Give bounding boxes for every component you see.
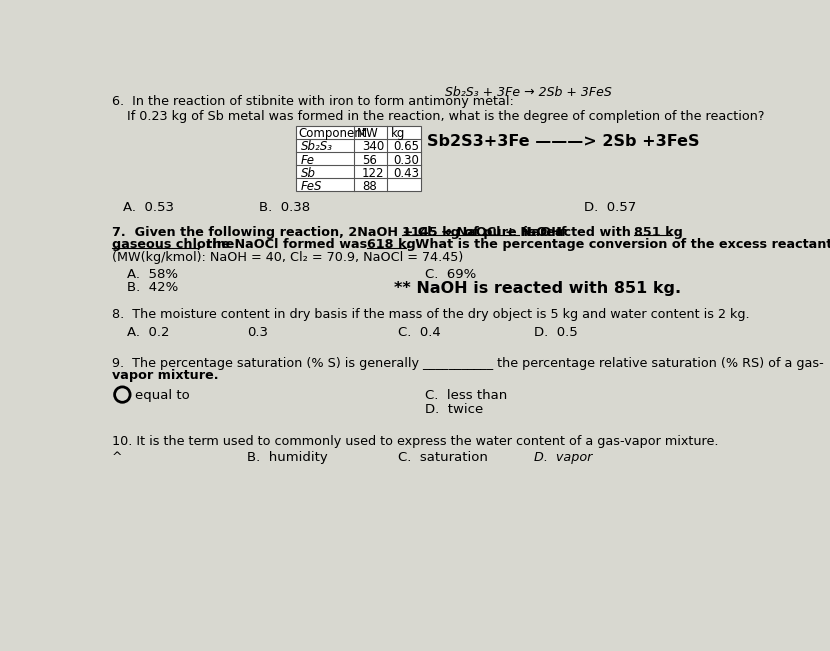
Text: 8.  The moisture content in dry basis if the mass of the dry object is 5 kg and : 8. The moisture content in dry basis if … [111,307,749,320]
Text: 340: 340 [362,141,384,154]
Text: 851 kg: 851 kg [634,226,683,239]
Text: B.  42%: B. 42% [127,281,178,294]
Text: , the NaOCl formed was: , the NaOCl formed was [197,238,371,251]
Text: B.  humidity: B. humidity [247,450,328,464]
Text: is reacted with: is reacted with [519,226,636,239]
Text: A: A [117,387,128,402]
Text: kg: kg [390,128,405,141]
Text: C.  saturation: C. saturation [398,450,488,464]
Text: A.  0.53: A. 0.53 [123,201,174,214]
Text: D.  vapor: D. vapor [534,450,593,464]
Text: 0.3: 0.3 [247,326,268,339]
Text: 9.  The percentage saturation (% S) is generally ___________ the percentage rela: 9. The percentage saturation (% S) is ge… [111,357,823,370]
Text: 0.30: 0.30 [393,154,418,167]
Text: 88: 88 [362,180,377,193]
Text: C.  0.4: C. 0.4 [398,326,441,339]
Text: 0.65: 0.65 [393,141,419,154]
Text: 6.  In the reaction of stibnite with iron to form antimony metal:: 6. In the reaction of stibnite with iron… [111,95,514,108]
Bar [296,126,421,191]
Text: FeS: FeS [300,180,322,193]
Text: ** NaOH is reacted with 851 kg.: ** NaOH is reacted with 851 kg. [394,281,681,296]
Text: 122: 122 [362,167,384,180]
Text: gaseous chlorine: gaseous chlorine [111,238,234,251]
Text: C.  69%: C. 69% [426,268,476,281]
Text: D.  0.5: D. 0.5 [534,326,578,339]
Text: Component: Component [298,128,367,141]
Text: C.  less than: C. less than [426,389,508,402]
Text: Sb: Sb [300,167,315,180]
Text: 1145 kg of pure NaOH: 1145 kg of pure NaOH [402,226,562,239]
Text: Fe: Fe [300,154,315,167]
Text: D.  0.57: D. 0.57 [584,201,637,214]
Text: (MW(kg/kmol): NaOH = 40, Cl₂ = 70.9, NaOCl = 74.45): (MW(kg/kmol): NaOH = 40, Cl₂ = 70.9, NaO… [111,251,463,264]
Text: . What is the percentage conversion of the excess reactant?: . What is the percentage conversion of t… [406,238,830,251]
Text: 0.43: 0.43 [393,167,419,180]
Text: Sb₂S₃: Sb₂S₃ [300,141,333,154]
Text: ^: ^ [111,450,122,464]
Text: 618 kg: 618 kg [367,238,416,251]
Text: 10. It is the term used to commonly used to express the water content of a gas-v: 10. It is the term used to commonly used… [111,436,718,449]
Text: Sb₂S₃ + 3Fe → 2Sb + 3FeS: Sb₂S₃ + 3Fe → 2Sb + 3FeS [445,86,612,99]
Text: vapor mixture.: vapor mixture. [111,369,218,382]
Text: equal to: equal to [134,389,189,402]
Text: 56: 56 [362,154,377,167]
Text: Sb2S3+3Fe ———> 2Sb +3FeS: Sb2S3+3Fe ———> 2Sb +3FeS [427,133,700,148]
Text: 7.  Given the following reaction, 2NaOH + Cl₂ → NaOCl + H₂O. If: 7. Given the following reaction, 2NaOH +… [111,226,570,239]
Text: A.  58%: A. 58% [127,268,178,281]
Circle shape [115,387,130,402]
Text: A.  0.2: A. 0.2 [127,326,169,339]
Text: B.  0.38: B. 0.38 [259,201,310,214]
Text: D.  twice: D. twice [426,403,484,416]
Text: If 0.23 kg of Sb metal was formed in the reaction, what is the degree of complet: If 0.23 kg of Sb metal was formed in the… [127,111,764,124]
Text: MW: MW [357,128,379,141]
